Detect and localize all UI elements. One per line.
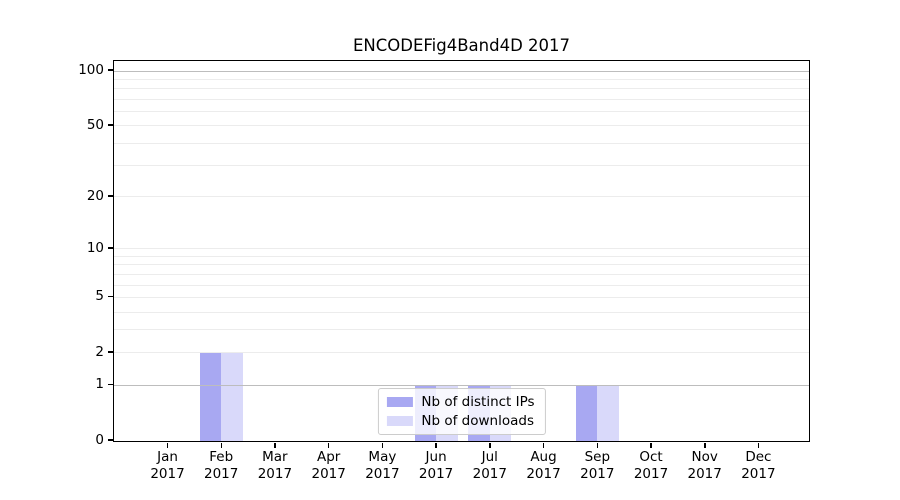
gridline-y-9 [114,255,809,257]
y-label-10: 10 [86,239,104,256]
legend-label-downloads: Nb of downloads [421,413,534,429]
gridline-y-6 [114,284,809,286]
bar-downloads-sep [597,385,619,441]
bar-distinct-ips-feb [199,352,222,441]
y-tick-0 [107,439,113,441]
gridline-y-7 [114,273,809,275]
y-label-2: 2 [95,343,104,360]
gridline-y-1 [114,384,809,386]
x-label-feb: Feb 2017 [189,449,253,482]
x-tick-jul [489,442,491,448]
x-label-year-jul: 2017 [472,465,507,482]
x-label-month-sep: Sep [584,449,611,465]
x-label-month-jan: Jan [157,449,178,465]
y-label-100: 100 [78,62,104,78]
x-tick-dec [757,442,760,448]
x-tick-jan [166,442,169,448]
x-label-month-jul: Jul [481,449,498,465]
y-tick-100 [107,69,113,71]
gridline-y-3 [114,329,809,331]
x-label-year-aug: 2017 [526,465,561,482]
gridline-y-5 [114,296,809,298]
y-label-20: 20 [86,187,104,204]
x-label-jun: Jun 2017 [404,449,468,482]
x-label-month-mar: Mar [262,449,288,465]
x-label-year-oct: 2017 [633,465,669,482]
x-label-jan: Jan 2017 [136,449,200,482]
x-label-year-may: 2017 [365,465,400,482]
legend: Nb of distinct IPs Nb of downloads [377,388,546,435]
gridline-y-50 [114,125,809,127]
y-tick-5 [107,295,113,298]
x-label-month-aug: Aug [530,449,557,465]
x-label-month-feb: Feb [209,449,234,465]
x-tick-apr [327,442,330,448]
x-label-aug: Aug 2017 [512,449,576,482]
bar-distinct-ips-sep [575,385,598,441]
x-tick-jun [435,442,437,448]
y-tick-2 [107,351,113,353]
plot-area: Nb of distinct IPs Nb of downloads Jan 20… [78,60,810,482]
x-label-year-sep: 2017 [580,465,615,482]
legend-swatch-downloads-icon [386,416,413,426]
x-label-may: May 2017 [350,449,414,482]
gridline-y-20 [114,196,809,198]
gridline-y-2 [114,352,809,354]
x-label-apr: Apr 2017 [297,449,361,482]
x-label-month-nov: Nov [691,449,718,465]
x-label-year-nov: 2017 [687,465,722,482]
gridline-y-4 [114,311,809,313]
y-tick-20 [107,195,113,197]
x-tick-sep [596,442,598,448]
x-label-dec: Dec 2017 [726,449,790,482]
x-label-month-apr: Apr [317,449,341,465]
y-label-0: 0 [95,432,104,448]
gridline-y-10 [114,248,809,250]
gridline-y-80 [114,88,809,90]
x-label-month-dec: Dec [745,449,772,465]
gridline-y-100 [114,70,809,72]
x-label-year-dec: 2017 [741,465,776,482]
gridline-y-40 [114,142,809,144]
y-tick-50 [107,124,113,126]
x-tick-aug [542,442,545,448]
x-label-year-feb: 2017 [204,465,239,482]
legend-item-downloads: Nb of downloads [386,413,534,429]
gridline-y-90 [114,78,809,80]
y-label-1: 1 [95,376,104,393]
x-tick-oct [650,442,652,448]
gridline-y-70 [114,98,809,100]
gridline-y-8 [114,264,809,266]
x-label-month-oct: Oct [639,449,663,465]
legend-item-distinct-ips: Nb of distinct IPs [386,394,535,410]
y-label-5: 5 [95,288,104,305]
x-tick-may [381,442,384,448]
x-tick-mar [274,442,276,448]
chart-title: ENCODEFig4Band4D 2017 [352,36,571,55]
y-tick-10 [107,247,113,249]
x-tick-feb [220,442,222,448]
x-label-month-may: May [368,449,397,465]
x-label-year-jan: 2017 [150,465,185,482]
gridline-y-30 [114,165,809,167]
x-label-month-jun: Jun [425,449,447,465]
x-label-jul: Jul 2017 [458,449,522,482]
x-label-nov: Nov 2017 [673,449,737,482]
bar-downloads-feb [221,352,243,441]
x-tick-nov [704,442,706,448]
x-label-mar: Mar 2017 [243,449,307,482]
legend-swatch-distinct-ips-icon [386,397,413,407]
x-label-oct: Oct 2017 [619,449,683,482]
y-label-50: 50 [86,116,104,133]
y-tick-1 [107,383,113,386]
x-label-sep: Sep 2017 [565,449,629,482]
legend-label-distinct-ips: Nb of distinct IPs [421,394,535,410]
x-label-year-jun: 2017 [418,465,454,482]
x-label-year-apr: 2017 [311,465,346,482]
gridline-y-60 [114,110,809,112]
x-label-year-mar: 2017 [257,465,293,482]
